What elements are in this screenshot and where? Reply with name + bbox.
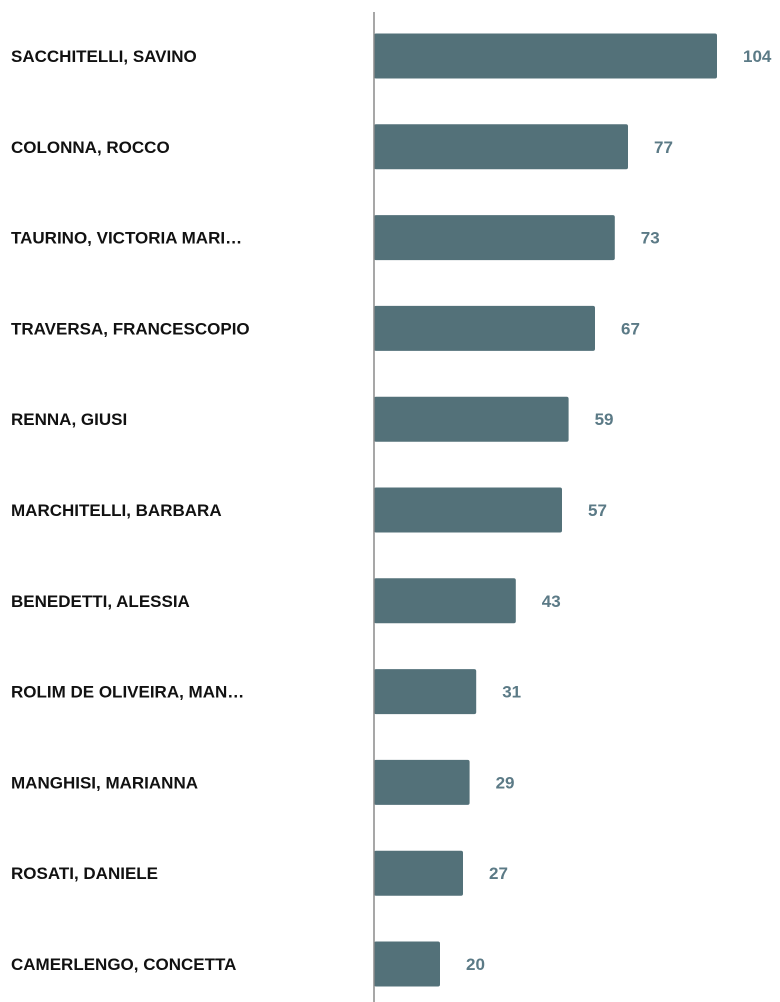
value-label: 57 xyxy=(588,501,607,520)
bar xyxy=(374,487,562,533)
category-label: MARCHITELLI, BARBARA xyxy=(11,501,222,520)
category-label: RENNA, GIUSI xyxy=(11,410,127,429)
value-label: 104 xyxy=(743,47,772,66)
bar xyxy=(374,305,595,351)
category-label: BENEDETTI, ALESSIA xyxy=(11,592,190,611)
bar xyxy=(374,124,628,170)
category-label: MANGHISI, MARIANNA xyxy=(11,773,198,792)
category-label: ROLIM DE OLIVEIRA, MAN… xyxy=(11,683,244,702)
value-label: 27 xyxy=(489,864,508,883)
value-label: 59 xyxy=(595,410,614,429)
category-label: TRAVERSA, FRANCESCOPIO xyxy=(11,319,250,338)
bars-layer xyxy=(374,33,717,987)
bar xyxy=(374,215,615,261)
bar xyxy=(374,941,440,987)
value-label: 73 xyxy=(641,229,660,248)
bar xyxy=(374,850,463,896)
value-label: 77 xyxy=(654,138,673,157)
value-label: 67 xyxy=(621,319,640,338)
category-label: CAMERLENGO, CONCETTA xyxy=(11,955,236,974)
bar xyxy=(374,396,569,442)
bar xyxy=(374,669,477,715)
value-labels: 104 77 73 67 59 57 43 31 29 27 20 xyxy=(466,47,772,974)
value-label: 31 xyxy=(502,683,521,702)
category-label: COLONNA, ROCCO xyxy=(11,138,170,157)
value-label: 43 xyxy=(542,592,561,611)
category-label: TAURINO, VICTORIA MARI… xyxy=(11,229,242,248)
category-label: ROSATI, DANIELE xyxy=(11,864,158,883)
bar xyxy=(374,33,717,79)
category-label: SACCHITELLI, SAVINO xyxy=(11,47,197,66)
bar xyxy=(374,578,516,624)
category-labels: SACCHITELLI, SAVINO COLONNA, ROCCO TAURINO… xyxy=(11,47,250,974)
value-label: 29 xyxy=(496,773,515,792)
bar xyxy=(374,759,470,805)
value-label: 20 xyxy=(466,955,485,974)
